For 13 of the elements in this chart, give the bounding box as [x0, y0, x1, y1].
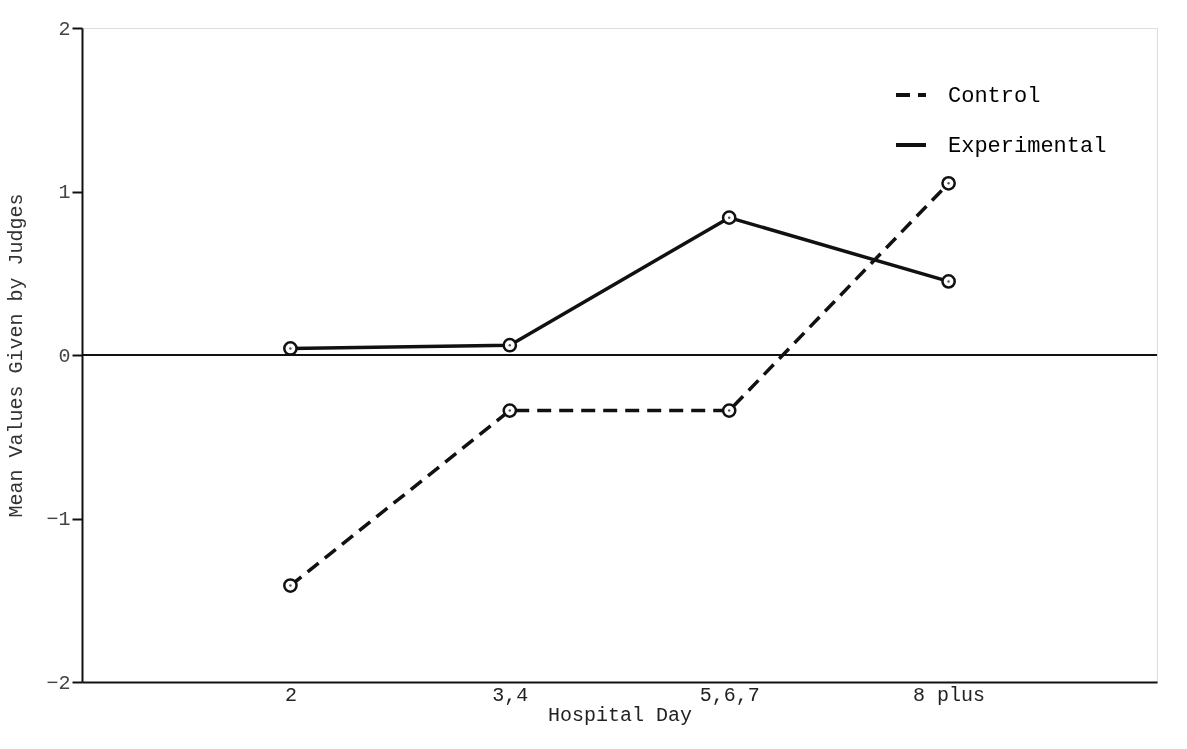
- y-tick-label: 2: [58, 17, 71, 41]
- legend-label: Experimental: [948, 134, 1107, 159]
- x-tick-label: 5,6,7: [699, 683, 760, 707]
- legend-label: Control: [948, 84, 1041, 109]
- y-tick-label: −1: [46, 508, 71, 531]
- x-tick-label: 3,4: [492, 683, 529, 707]
- y-tick-label: 0: [58, 344, 71, 368]
- x-tick-label: 2: [284, 683, 297, 707]
- y-tick-label: 1: [58, 181, 71, 204]
- y-tick-label: −2: [46, 671, 71, 695]
- x-tick-label: 8 plus: [913, 683, 986, 707]
- x-axis-title: Hospital Day: [547, 703, 693, 727]
- y-axis-title: Mean Values Given by Judges: [5, 193, 29, 518]
